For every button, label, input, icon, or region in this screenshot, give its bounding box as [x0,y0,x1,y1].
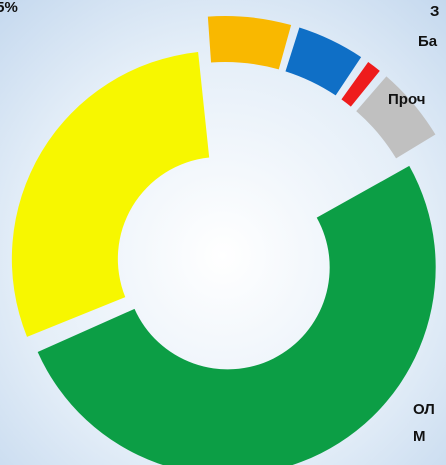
data-label: .5% [0,0,18,16]
donut-slice [11,52,210,337]
data-label: З [430,3,439,20]
data-label: ОЛ [413,401,435,418]
donut-slice [285,27,362,96]
donut-slice [341,61,380,107]
donut-slice [207,15,292,70]
data-label: Проч [388,91,425,108]
donut [11,15,436,465]
donut-slice [356,76,436,159]
donut-slice [37,165,436,465]
data-label: М [413,428,426,445]
data-label: Ба [418,33,438,50]
